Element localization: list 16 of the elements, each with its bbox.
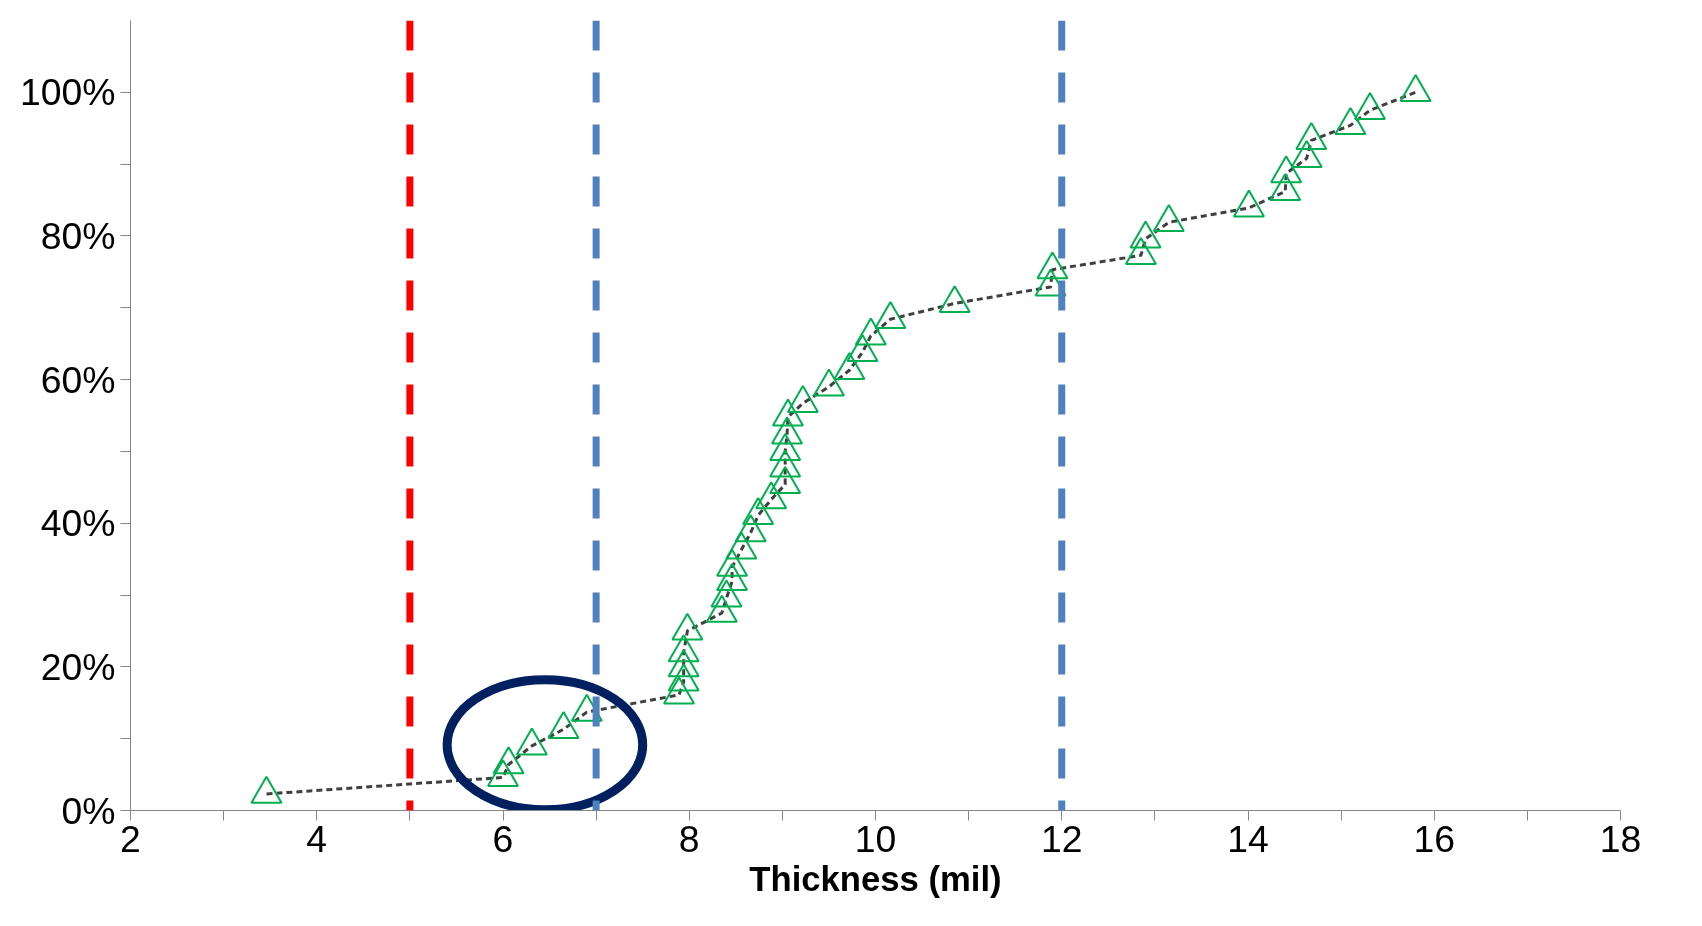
x-tick-label: 4 bbox=[306, 817, 328, 860]
y-tick-label: 20% bbox=[40, 645, 116, 688]
x-tick-label: 8 bbox=[678, 817, 700, 860]
x-tick-label: 2 bbox=[120, 817, 141, 860]
x-tick-label: 16 bbox=[1413, 817, 1456, 860]
y-tick-label: 100% bbox=[20, 71, 116, 114]
x-tick-label: 14 bbox=[1227, 817, 1269, 860]
x-tick-label: 6 bbox=[492, 817, 514, 860]
y-tick-label: 60% bbox=[40, 358, 116, 401]
x-axis-title: Thickness (mil) bbox=[749, 859, 1002, 898]
x-tick-label: 12 bbox=[1040, 817, 1083, 860]
y-tick-label: 0% bbox=[61, 789, 116, 832]
y-tick-label: 40% bbox=[40, 502, 116, 545]
y-tick-label: 80% bbox=[40, 214, 116, 257]
x-tick-label: 18 bbox=[1599, 817, 1642, 860]
x-tick-label: 10 bbox=[854, 817, 897, 860]
